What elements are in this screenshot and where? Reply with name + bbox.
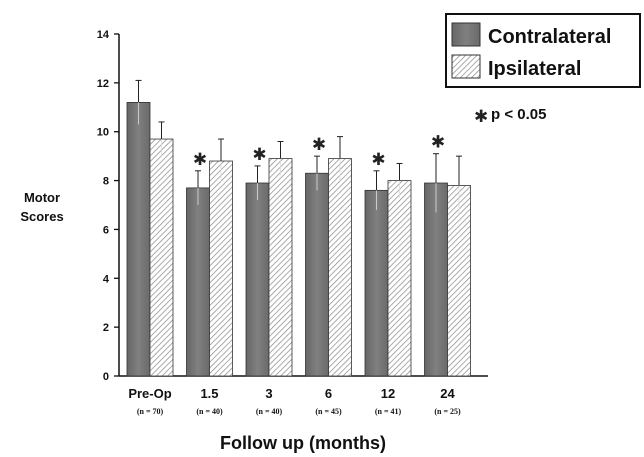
significance-legend-star: ✱ — [474, 107, 488, 127]
significance-star: ✱ — [431, 133, 445, 153]
y-axis-title-line-1: Motor — [24, 190, 60, 205]
bar-contralateral-2 — [245, 182, 270, 377]
x-tick-label: 3 — [265, 386, 272, 401]
significance-star: ✱ — [312, 135, 326, 155]
legend-swatch-contralateral — [451, 22, 481, 47]
x-tick-label: 24 — [440, 386, 455, 401]
x-axis-title: Follow up (months) — [220, 433, 386, 453]
y-tick-label: 14 — [97, 29, 110, 41]
legend-label-contralateral: Contralateral — [488, 26, 611, 48]
x-axis-labels: Pre-Op (n = 70) 1.5 (n = 40) 3 (n = 40) 6 (n = … — [128, 386, 461, 416]
y-tick-label: 2 — [103, 322, 109, 334]
sample-size-label: (n = 45) — [315, 407, 342, 416]
y-axis-ticks: 0 2 4 6 8 10 12 14 — [97, 29, 119, 383]
y-axis-title-line-2: Scores — [20, 209, 63, 224]
y-tick-label: 6 — [103, 224, 109, 236]
bar-ipsilateral-3 — [328, 158, 352, 377]
significance-star: ✱ — [371, 150, 385, 170]
sample-size-label: (n = 40) — [256, 407, 283, 416]
sample-size-label: (n = 25) — [434, 407, 461, 416]
x-tick-label: Pre-Op — [128, 386, 171, 401]
significance-legend-text: p < 0.05 — [491, 106, 546, 123]
bar-group — [126, 102, 471, 377]
y-tick-label: 0 — [103, 371, 109, 383]
bar-ipsilateral-4 — [387, 180, 412, 377]
significance-star: ✱ — [193, 150, 207, 170]
sample-size-label: (n = 70) — [137, 407, 164, 416]
legend-label-ipsilateral: Ipsilateral — [488, 58, 581, 80]
sample-size-label: (n = 41) — [375, 407, 402, 416]
bar-contralateral-3 — [305, 172, 329, 377]
bar-ipsilateral-1 — [209, 160, 233, 377]
bar-contralateral-0 — [126, 102, 151, 377]
bar-ipsilateral-0 — [149, 138, 174, 377]
error-bar-group — [135, 79, 462, 215]
x-tick-label: 1.5 — [200, 386, 218, 401]
y-tick-label: 12 — [97, 78, 109, 90]
significance-star: ✱ — [252, 145, 266, 165]
y-tick-label: 8 — [103, 176, 109, 188]
sample-size-label: (n = 40) — [196, 407, 223, 416]
significance-star-group: ✱ ✱ ✱ ✱ ✱ — [193, 133, 445, 170]
x-tick-label: 12 — [381, 386, 395, 401]
x-tick-label: 6 — [325, 386, 332, 401]
bar-contralateral-4 — [364, 189, 389, 377]
legend-swatch-ipsilateral — [451, 54, 481, 79]
y-tick-label: 4 — [103, 273, 110, 285]
legend: Contralateral Ipsilateral — [445, 13, 641, 88]
bar-contralateral-1 — [186, 187, 210, 377]
bar-ipsilateral-2 — [268, 158, 293, 377]
y-tick-label: 10 — [97, 127, 109, 139]
